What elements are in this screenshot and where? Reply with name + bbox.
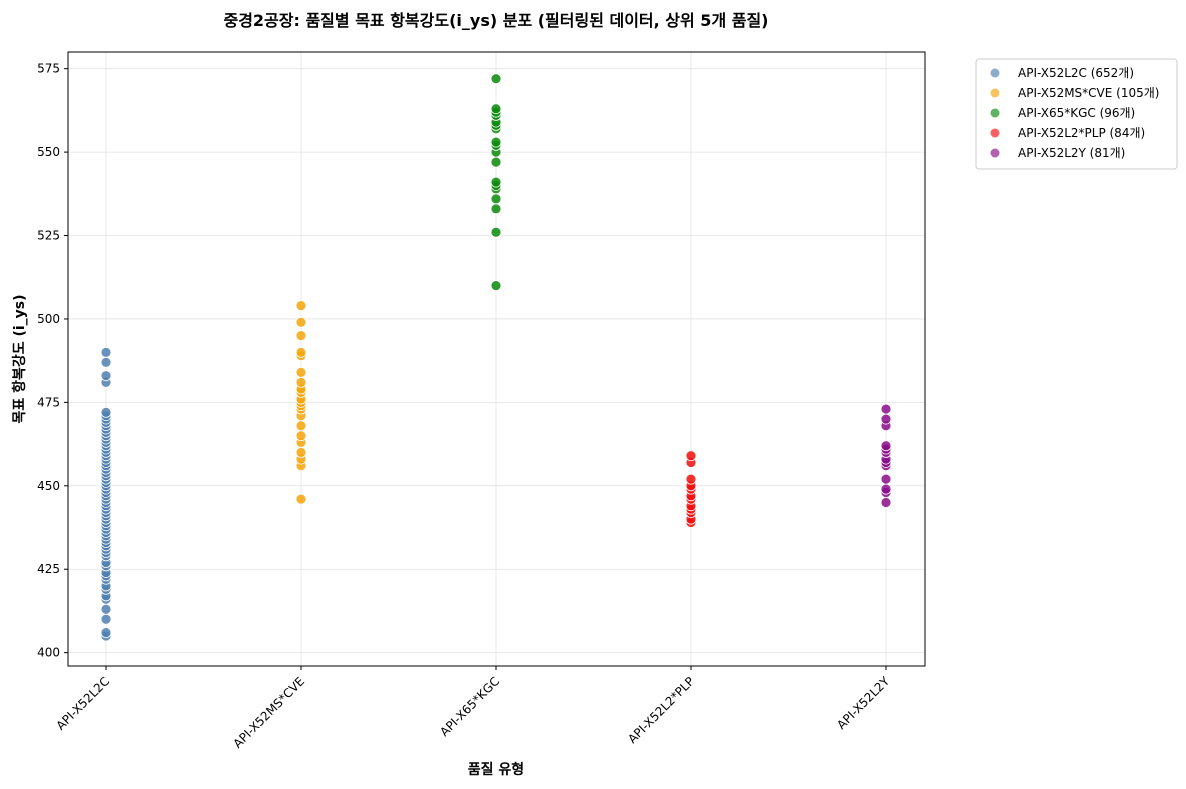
y-tick-label: 575 <box>37 62 60 76</box>
legend-label: API-X52L2Y (81개) <box>1018 146 1125 160</box>
data-point <box>490 280 502 291</box>
data-point <box>100 603 112 615</box>
legend-label: API-X52L2C (652개) <box>1018 66 1134 80</box>
y-tick-label: 550 <box>37 145 60 159</box>
data-point <box>295 420 307 432</box>
data-point <box>490 176 502 188</box>
legend-marker <box>990 128 1000 138</box>
y-tick-label: 400 <box>37 646 60 660</box>
data-point <box>880 440 892 452</box>
y-tick-label: 450 <box>37 479 60 493</box>
data-point <box>100 406 112 418</box>
data-point <box>490 226 502 238</box>
x-tick-label: API-X52L2C <box>53 674 112 733</box>
data-point <box>880 413 892 425</box>
x-tick-label: API-X65*KGC <box>437 674 502 739</box>
data-point <box>100 627 112 639</box>
y-tick-label: 525 <box>37 229 60 243</box>
legend-marker <box>990 108 1000 118</box>
y-axis: 400 425 450 475 500 525 550 575 <box>37 62 68 660</box>
y-tick-label: 425 <box>37 562 60 576</box>
data-point <box>295 366 307 378</box>
data-point <box>295 330 307 342</box>
y-tick-label: 500 <box>37 312 60 326</box>
legend-marker <box>990 88 1000 98</box>
data-point <box>880 497 892 508</box>
x-tick-label: API-X52L2*PLP <box>625 674 697 746</box>
data-point <box>880 483 892 495</box>
data-point <box>100 370 112 382</box>
data-point <box>490 136 502 148</box>
data-point <box>295 430 307 442</box>
data-point <box>295 316 307 328</box>
data-point <box>490 73 502 85</box>
legend-label: API-X65*KGC (96개) <box>1018 106 1135 120</box>
legend-marker <box>990 68 1000 78</box>
y-axis-label: 목표 항복강도 (i_ys) <box>11 294 28 423</box>
x-axis-label: 품질 유형 <box>468 761 524 778</box>
data-point <box>880 473 892 485</box>
data-point <box>880 403 892 415</box>
data-point <box>490 193 502 205</box>
y-tick-label: 475 <box>37 395 60 409</box>
legend-marker <box>990 148 1000 158</box>
data-point <box>685 450 697 462</box>
data-point <box>295 493 307 505</box>
data-point <box>295 376 307 388</box>
legend: API-X52L2C (652개) API-X52MS*CVE (105개) API… <box>975 58 1178 170</box>
x-tick-label: API-X52L2Y <box>834 674 892 732</box>
legend-label: API-X52L2*PLP (84개) <box>1018 126 1145 140</box>
chart-title: 중경2공장: 품질별 목표 항복강도(i_ys) 분포 (필터링된 데이터, 상… <box>223 11 768 30</box>
data-point <box>490 203 502 215</box>
data-point <box>295 346 307 358</box>
data-point <box>685 473 697 485</box>
data-point <box>490 103 502 115</box>
data-point <box>100 356 112 368</box>
x-axis: API-X52L2C API-X52MS*CVE API-X65*KGC API-X5… <box>53 666 893 751</box>
data-point <box>490 156 502 168</box>
legend-box <box>975 58 1178 170</box>
data-point <box>295 300 307 312</box>
data-point <box>100 613 112 625</box>
x-tick-label: API-X52MS*CVE <box>230 674 307 751</box>
data-point <box>295 447 307 458</box>
data-point <box>100 346 112 358</box>
legend-label: API-X52MS*CVE (105개) <box>1018 86 1159 100</box>
data-points <box>100 73 892 642</box>
